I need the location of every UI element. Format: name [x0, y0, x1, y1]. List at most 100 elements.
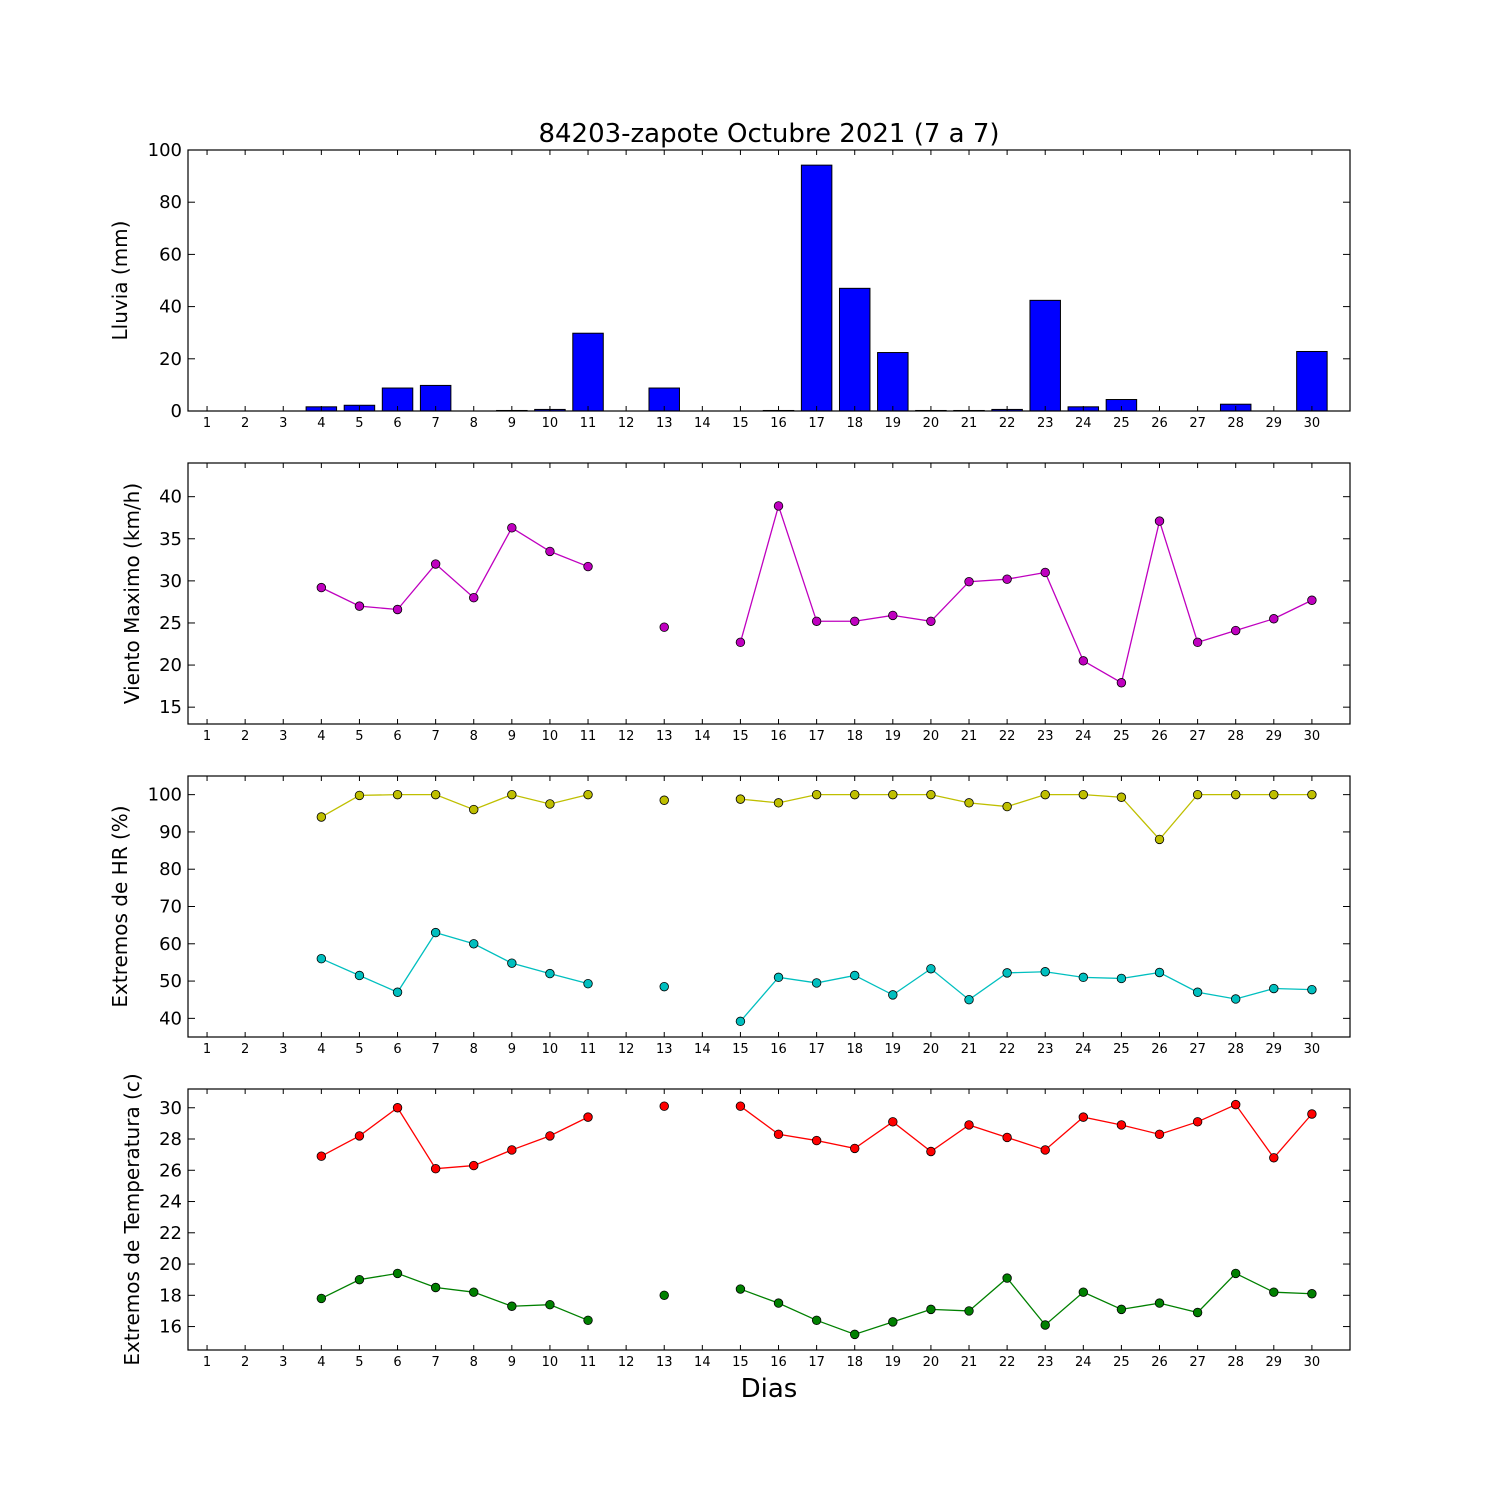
x-tick-label: 1 [203, 1042, 211, 1057]
series-2-point-day-18 [850, 970, 860, 981]
x-tick-label: 5 [355, 1355, 363, 1370]
panel-2: 1 2 3 4 5 6 7 8 9 10 11 12 13 14 15 16 17 18 19 20 21 22 23 24 2… [120, 462, 1351, 744]
x-tick-label: 18 [846, 729, 863, 744]
series-1-point-day-16 [773, 798, 784, 808]
series-1-point-day-16 [773, 1129, 784, 1140]
y-axis-label: Extremos de HR (%) [108, 805, 132, 1007]
x-tick-label: 7 [431, 416, 439, 431]
series-2-point-day-27 [1192, 1307, 1203, 1318]
y-tick-label: 35 [159, 529, 182, 550]
x-tick-label: 11 [580, 1042, 597, 1057]
x-tick-label: 27 [1189, 729, 1206, 744]
x-tick-label: 23 [1037, 1042, 1054, 1057]
x-tick-label: 29 [1266, 729, 1283, 744]
series-2-point-day-9 [507, 1301, 517, 1311]
x-tick-label: 14 [694, 1042, 711, 1057]
x-tick-label: 20 [923, 729, 940, 744]
x-tick-label: 1 [203, 416, 211, 431]
series-1-point-day-9 [507, 1145, 517, 1155]
panel-4: 1 2 3 4 5 6 7 8 9 10 11 12 13 14 15 16 17 18 19 20 21 22 23 24 2… [120, 1073, 1351, 1370]
x-tick-label: 6 [393, 416, 401, 431]
x-tick-label: 13 [656, 1355, 673, 1370]
series-1-point-day-11 [583, 789, 593, 800]
series-1-point-day-5 [354, 601, 365, 611]
x-tick-label: 9 [508, 416, 516, 431]
x-tick-label: 24 [1075, 1042, 1092, 1057]
series-1-point-day-19 [888, 610, 898, 621]
x-tick-label: 18 [846, 1355, 863, 1370]
x-tick-label: 12 [618, 416, 635, 431]
y-tick-label: 16 [159, 1317, 182, 1338]
series-1-line [321, 526, 589, 611]
x-tick-label: 22 [999, 416, 1016, 431]
series-2-point-day-4 [316, 1293, 327, 1304]
series-2-point-day-5 [354, 970, 365, 981]
series-2-point-day-17 [811, 1315, 822, 1326]
series-1-point-day-23 [1040, 789, 1050, 800]
series-1-point-day-29 [1269, 1153, 1279, 1163]
x-tick-label: 25 [1113, 1355, 1130, 1370]
x-tick-label: 26 [1151, 416, 1168, 431]
series-2-point-day-9 [507, 958, 517, 968]
x-tick-label: 4 [317, 1042, 325, 1057]
x-tick-label: 29 [1266, 1042, 1283, 1057]
x-tick-label: 17 [808, 1042, 825, 1057]
series-1-point-day-17 [811, 616, 822, 626]
x-tick-label: 26 [1151, 1355, 1168, 1370]
y-axis-label: Viento Maximo (km/h) [120, 483, 144, 704]
series-1-line [740, 793, 1312, 841]
x-tick-label: 29 [1266, 1355, 1283, 1370]
series-2-point-day-15 [735, 1016, 746, 1027]
y-tick-label: 22 [159, 1223, 182, 1244]
series-1-point-day-17 [811, 789, 822, 800]
x-tick-label: 16 [770, 729, 787, 744]
series-2-point-day-17 [811, 978, 822, 988]
y-tick-label: 15 [159, 697, 182, 718]
x-tick-label: 25 [1113, 729, 1130, 744]
chart-title: 84203-zapote Octubre 2021 (7 a 7) [538, 119, 999, 149]
x-tick-label: 5 [355, 1042, 363, 1057]
series-1-point-day-25 [1116, 678, 1127, 688]
series-1-point-day-30 [1307, 1109, 1317, 1119]
panels: 1 2 3 4 5 6 7 8 9 10 11 12 13 14 15 16 17 18 19 20 21 22 23 24 2… [108, 140, 1351, 1370]
series-1-point-day-25 [1116, 792, 1127, 802]
x-tick-label: 13 [656, 416, 673, 431]
x-tick-label: 6 [393, 729, 401, 744]
series-2-point-day-10 [545, 1299, 555, 1310]
x-tick-label: 19 [885, 416, 902, 431]
series-1-point-day-11 [583, 561, 593, 572]
series-1-point-day-30 [1307, 595, 1317, 605]
series-1-point-day-26 [1154, 516, 1165, 526]
series-2-point-day-23 [1040, 1320, 1050, 1330]
x-tick-label: 12 [618, 729, 635, 744]
y-tick-label: 20 [159, 1254, 182, 1275]
series-2-point-day-16 [773, 972, 784, 983]
series-1-line [739, 503, 1313, 684]
series-1-point-day-29 [1269, 789, 1279, 800]
series-1-point-day-20 [926, 789, 936, 800]
series-1-point-day-29 [1269, 614, 1279, 624]
x-tick-label: 9 [508, 729, 516, 744]
series-1-point-day-21 [964, 577, 974, 587]
series-2-point-day-8 [469, 1287, 479, 1297]
series-2-point-day-20 [926, 1304, 936, 1315]
x-tick-label: 16 [770, 1042, 787, 1057]
x-tick-label: 19 [885, 1355, 902, 1370]
bar-day-23 [1029, 299, 1061, 412]
panel-frame [187, 775, 1351, 1038]
series-2-point-day-7 [430, 927, 441, 938]
x-tick-label: 3 [279, 1355, 287, 1370]
y-tick-label: 26 [159, 1160, 182, 1181]
series-2-point-day-13 [659, 1290, 669, 1301]
x-tick-label: 25 [1113, 1042, 1130, 1057]
x-tick-label: 8 [470, 1042, 478, 1057]
y-tick-label: 90 [159, 822, 182, 843]
series-1-point-day-15 [735, 794, 746, 804]
bar-day-18 [838, 287, 871, 412]
x-tick-label: 28 [1227, 1355, 1244, 1370]
series-2-point-day-19 [888, 1317, 898, 1327]
x-tick-label: 15 [732, 1042, 749, 1057]
x-tick-label: 4 [317, 729, 325, 744]
y-tick-label: 80 [159, 192, 182, 213]
